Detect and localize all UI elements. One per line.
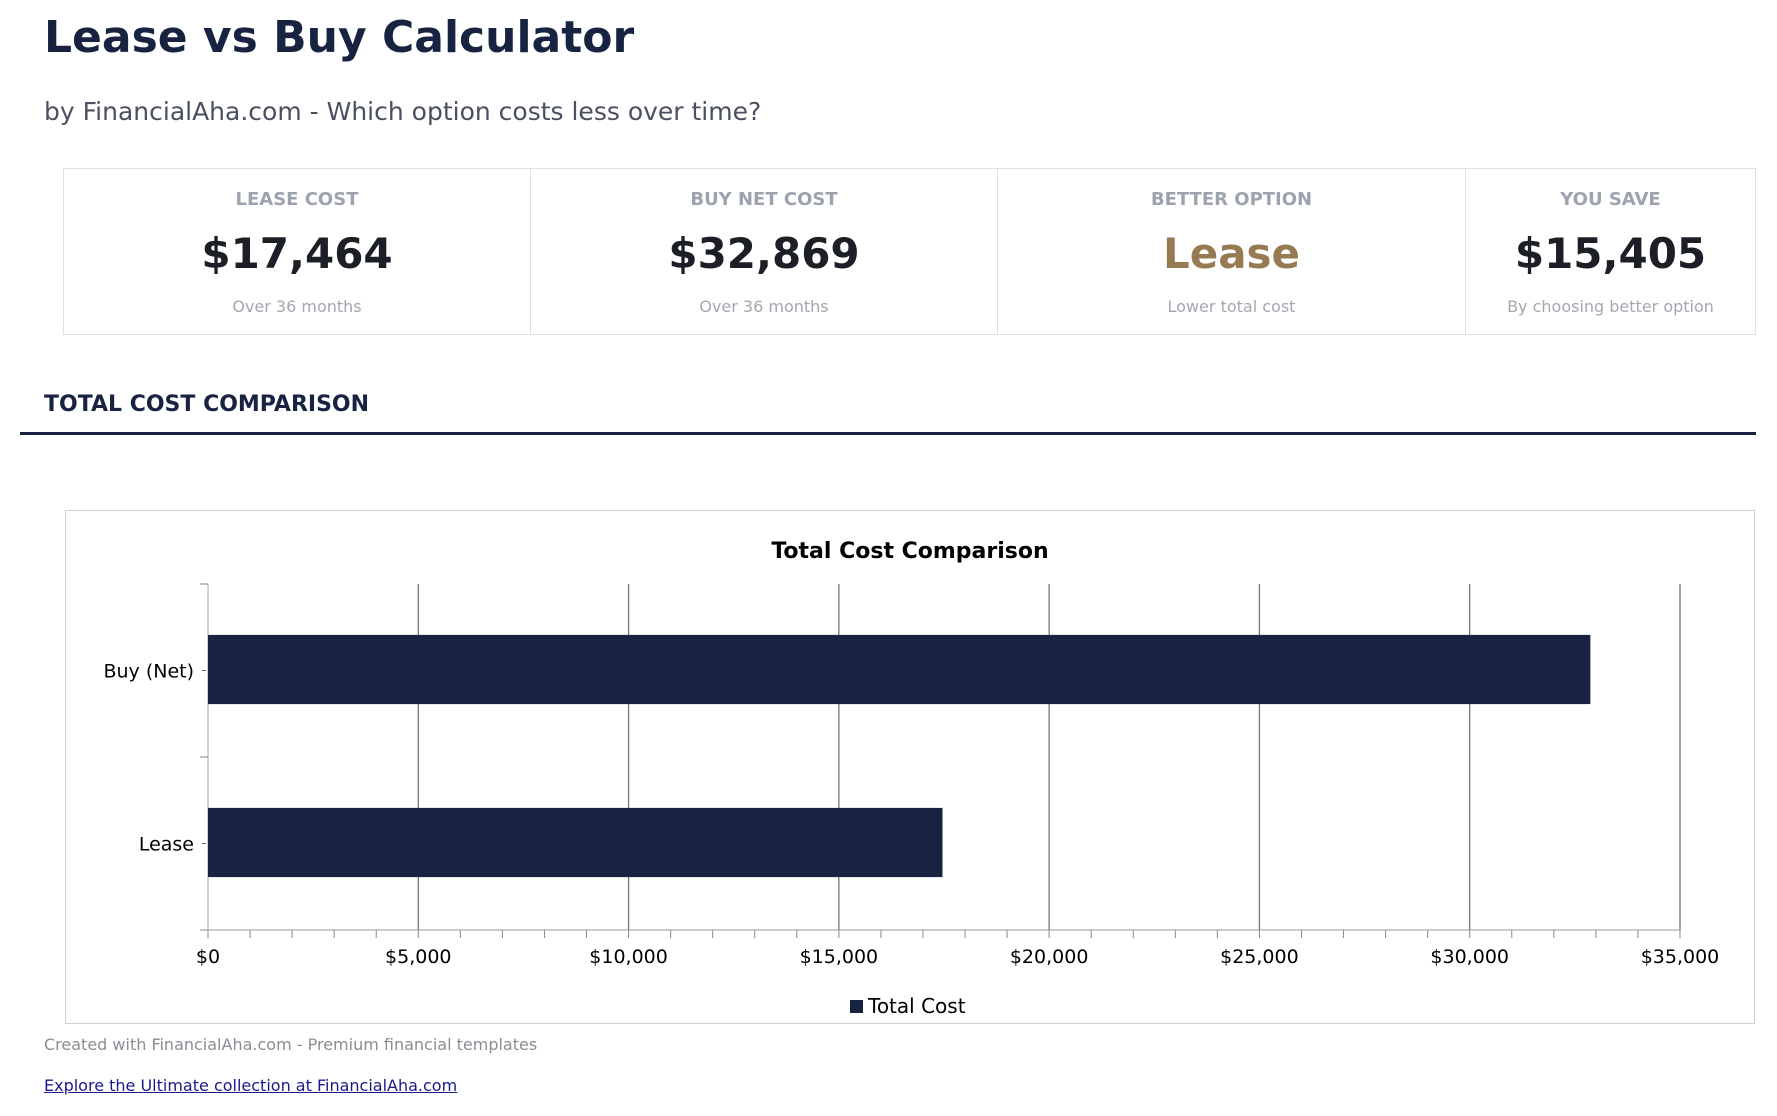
y-tick-label: Buy (Net) [103,661,194,683]
card-subtext: Over 36 months [699,297,829,316]
better-option-card: BETTER OPTION Lease Lower total cost [998,169,1466,334]
chart-container [65,510,1755,1024]
x-tick-label: $35,000 [1641,946,1720,968]
buy-net-cost-card: BUY NET COST $32,869 Over 36 months [531,169,998,334]
page-title: Lease vs Buy Calculator [44,12,635,63]
card-value: $17,464 [201,229,393,278]
footer-credit: Created with FinancialAha.com - Premium … [44,1035,538,1054]
x-tick-label: $15,000 [800,946,879,968]
x-tick-label: $20,000 [1010,946,1089,968]
card-value: $15,405 [1514,229,1707,278]
card-label: BETTER OPTION [1150,189,1313,210]
section-heading: TOTAL COST COMPARISON [44,392,370,417]
summary-cards: LEASE COST $17,464 Over 36 months BUY NE… [63,168,1756,335]
card-value: Lease [1162,229,1301,278]
bar-buy-net [208,634,1591,705]
card-subtext: Lower total cost [1167,297,1296,316]
y-tick-label: Lease [139,834,194,856]
legend-label: Total Cost [867,994,966,1018]
section-divider [20,432,1756,435]
footer-link[interactable]: Explore the Ultimate collection at Finan… [44,1076,458,1095]
lease-cost-card: LEASE COST $17,464 Over 36 months [64,169,531,334]
x-tick-label: $10,000 [589,946,668,968]
x-tick-label: $25,000 [1220,946,1299,968]
card-label: LEASE COST [235,189,359,210]
page-subtitle: by FinancialAha.com - Which option costs… [44,97,762,126]
x-tick-label: $0 [196,946,220,968]
card-value: $32,869 [668,229,860,278]
you-save-card: YOU SAVE $15,405 By choosing better opti… [1466,169,1755,334]
card-subtext: By choosing better option [1507,297,1714,316]
chart-title: Total Cost Comparison [771,539,1048,564]
x-tick-label: $30,000 [1430,946,1509,968]
card-label: BUY NET COST [690,189,838,210]
bar-lease [208,807,943,878]
x-tick-label: $5,000 [385,946,451,968]
legend-swatch [850,1000,863,1013]
card-subtext: Over 36 months [232,297,362,316]
card-label: YOU SAVE [1560,189,1661,210]
